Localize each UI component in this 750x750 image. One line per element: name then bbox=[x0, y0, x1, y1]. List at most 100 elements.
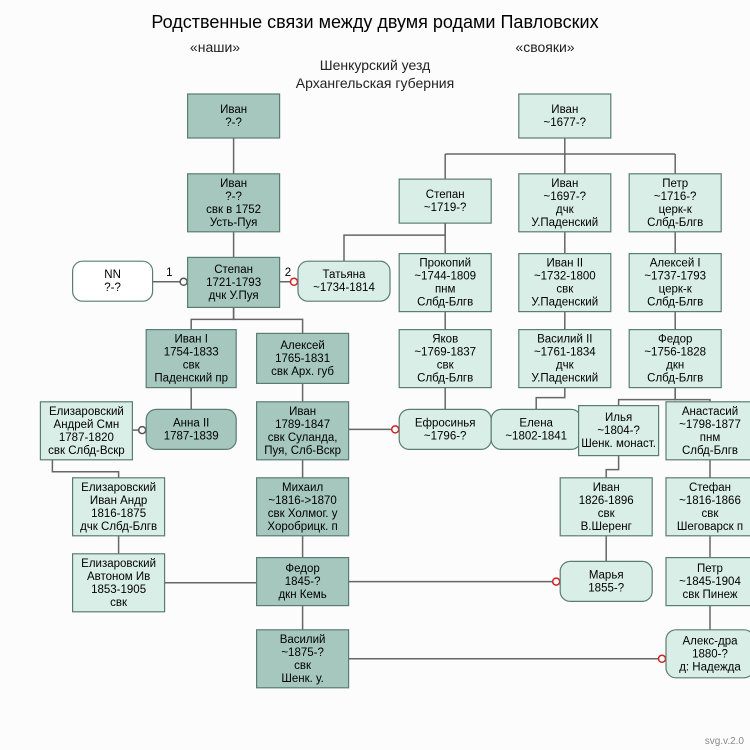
marriage-number: 1 bbox=[166, 267, 172, 279]
person-node-label: ~1761-1834 bbox=[534, 347, 596, 359]
person-node-label: свк bbox=[110, 597, 128, 609]
person-node-label: 1816-1875 bbox=[91, 508, 146, 520]
person-node-label: Шеговарск п bbox=[677, 521, 743, 533]
person-node-label: Анна II bbox=[173, 417, 209, 429]
person-node-label: ?-? bbox=[225, 117, 242, 129]
person-node-label: свк Слбд-Вскр bbox=[48, 445, 125, 457]
person-node-label: Прокопий bbox=[419, 258, 471, 270]
person-node-label: Петр bbox=[662, 178, 688, 190]
person-node-label: 1880-? bbox=[692, 648, 728, 660]
person-node-label: 1853-1905 bbox=[91, 584, 146, 596]
person-node-label: Шенк. монаст. bbox=[581, 438, 656, 450]
person-node-label: 1754-1833 bbox=[164, 347, 219, 359]
marriage-number: 2 bbox=[285, 267, 291, 279]
person-node-label: Илья bbox=[605, 412, 632, 424]
person-node-label: Василий bbox=[280, 634, 326, 646]
person-node-label: NN bbox=[104, 269, 121, 281]
person-node-label: У.Паденский bbox=[531, 373, 598, 385]
person-node-label: Иван bbox=[220, 178, 247, 190]
person-node-label: церк-к bbox=[659, 284, 693, 296]
person-node-label: Слбд-Блгв bbox=[417, 297, 473, 309]
region-line-1: Шенкурский уезд bbox=[320, 57, 431, 73]
person-node-label: Пуя, Слб-Вскр bbox=[264, 445, 341, 457]
person-node-label: церк-к bbox=[659, 204, 693, 216]
person-node-label: свк Холмог. у bbox=[268, 508, 338, 520]
person-node-label: 1721-1793 bbox=[206, 277, 261, 289]
person-node-label: ~1734-1814 bbox=[313, 282, 375, 294]
person-node-label: ~1677-? bbox=[544, 117, 587, 129]
person-node-label: У.Паденский bbox=[531, 217, 598, 229]
version-label: svg.v.2.0 bbox=[705, 736, 745, 747]
person-node-label: свк Пинеж bbox=[682, 589, 737, 601]
person-node-label: дчк У.Пуя bbox=[209, 290, 259, 302]
marriage-dot bbox=[659, 655, 666, 662]
person-node-label: свк bbox=[556, 284, 574, 296]
person-node-label: свк bbox=[702, 508, 720, 520]
person-node-label: Михаил bbox=[282, 482, 323, 494]
person-node-label: 1787-1839 bbox=[164, 430, 219, 442]
person-node-label: Яков bbox=[432, 334, 458, 346]
person-node-label: свк bbox=[183, 360, 201, 372]
person-node-label: Татьяна bbox=[323, 269, 366, 281]
person-node-label: Стефан bbox=[689, 482, 731, 494]
person-node-label: 1789-1847 bbox=[275, 419, 330, 431]
person-node-label: Иван bbox=[220, 104, 247, 116]
person-node-label: ~1732-1800 bbox=[534, 271, 596, 283]
person-node-label: Паденский пр bbox=[154, 373, 228, 385]
person-node-label: Слбд-Блгв bbox=[682, 445, 738, 457]
marriage-dot bbox=[392, 426, 399, 433]
person-node-label: Андрей Смн bbox=[54, 419, 120, 431]
person-node-label: ~1796-? bbox=[424, 430, 467, 442]
person-node-label: ~1802-1841 bbox=[505, 430, 567, 442]
person-node-label: Алексей I bbox=[650, 258, 701, 270]
person-node-label: Анастасий bbox=[682, 406, 738, 418]
person-node-label: Автоном Ив bbox=[87, 571, 150, 583]
person-node-label: Иван I bbox=[175, 334, 208, 346]
person-node-label: Усть-Пуя bbox=[210, 217, 258, 229]
person-node-label: Степан bbox=[426, 189, 465, 201]
person-node-label: ~1756-1828 bbox=[644, 347, 706, 359]
person-node-label: ~1845-1904 bbox=[679, 576, 741, 588]
marriage-dot bbox=[291, 278, 298, 285]
person-node-label: ?-? bbox=[104, 282, 121, 294]
person-node-label: 1845-? bbox=[285, 576, 321, 588]
person-node-label: Ефросинья bbox=[415, 417, 476, 429]
person-node-label: 1765-1831 bbox=[275, 353, 330, 365]
person-node-label: ~1816-1866 bbox=[679, 495, 741, 507]
person-node-label: Слбд-Блгв bbox=[417, 373, 473, 385]
person-node-label: Хоробрицк. п bbox=[267, 521, 337, 533]
family-tree-diagram: 12 Иван?-?Иван~1677-?Иван?-?свк в 1752Ус… bbox=[0, 0, 750, 750]
person-node-label: свк bbox=[437, 360, 455, 372]
person-node-label: Шенк. у. bbox=[281, 673, 324, 685]
marriage-dot bbox=[553, 578, 560, 585]
diagram-title: Родственные связи между двумя родами Пав… bbox=[151, 12, 598, 32]
person-node-label: пнм bbox=[700, 432, 721, 444]
person-node-label: дкн bbox=[666, 360, 684, 372]
person-node-label: ~1744-1809 bbox=[414, 271, 476, 283]
person-node-label: д: Надежда bbox=[679, 661, 741, 673]
person-node-label: Иван bbox=[289, 406, 316, 418]
person-node-label: пнм bbox=[435, 284, 456, 296]
person-node-label: дкн Кемь bbox=[278, 589, 326, 601]
person-node-label: В.Шеренг bbox=[581, 521, 632, 533]
person-node-label: свк bbox=[294, 660, 312, 672]
person-node-label: Иван II bbox=[547, 258, 584, 270]
person-node-label: ?-? bbox=[225, 191, 242, 203]
person-node-label: Елизаровский bbox=[49, 406, 124, 418]
person-node-label: Елизаровский bbox=[81, 558, 156, 570]
person-node-label: Слбд-Блгв bbox=[647, 373, 703, 385]
person-node-label: Федор bbox=[285, 563, 319, 575]
person-node-label: свк в 1752 bbox=[206, 204, 261, 216]
person-node-label: Иван Андр bbox=[90, 495, 147, 507]
person-node-label: ~1816->1870 bbox=[268, 495, 336, 507]
person-node bbox=[519, 94, 611, 138]
person-node-label: Федор bbox=[658, 334, 692, 346]
person-node-label: ~1798-1877 bbox=[679, 419, 741, 431]
person-node-label: дчк bbox=[556, 360, 575, 372]
person-node-label: Иван bbox=[551, 178, 578, 190]
person-node-label: дчк Слбд-Блгв bbox=[80, 521, 157, 533]
person-node-label: Алекс-дра bbox=[682, 635, 738, 647]
region-line-2: Архангельская губерния bbox=[296, 75, 454, 91]
person-node-label: 1855-? bbox=[588, 582, 624, 594]
person-node-label: свк Арх. губ bbox=[271, 366, 334, 378]
